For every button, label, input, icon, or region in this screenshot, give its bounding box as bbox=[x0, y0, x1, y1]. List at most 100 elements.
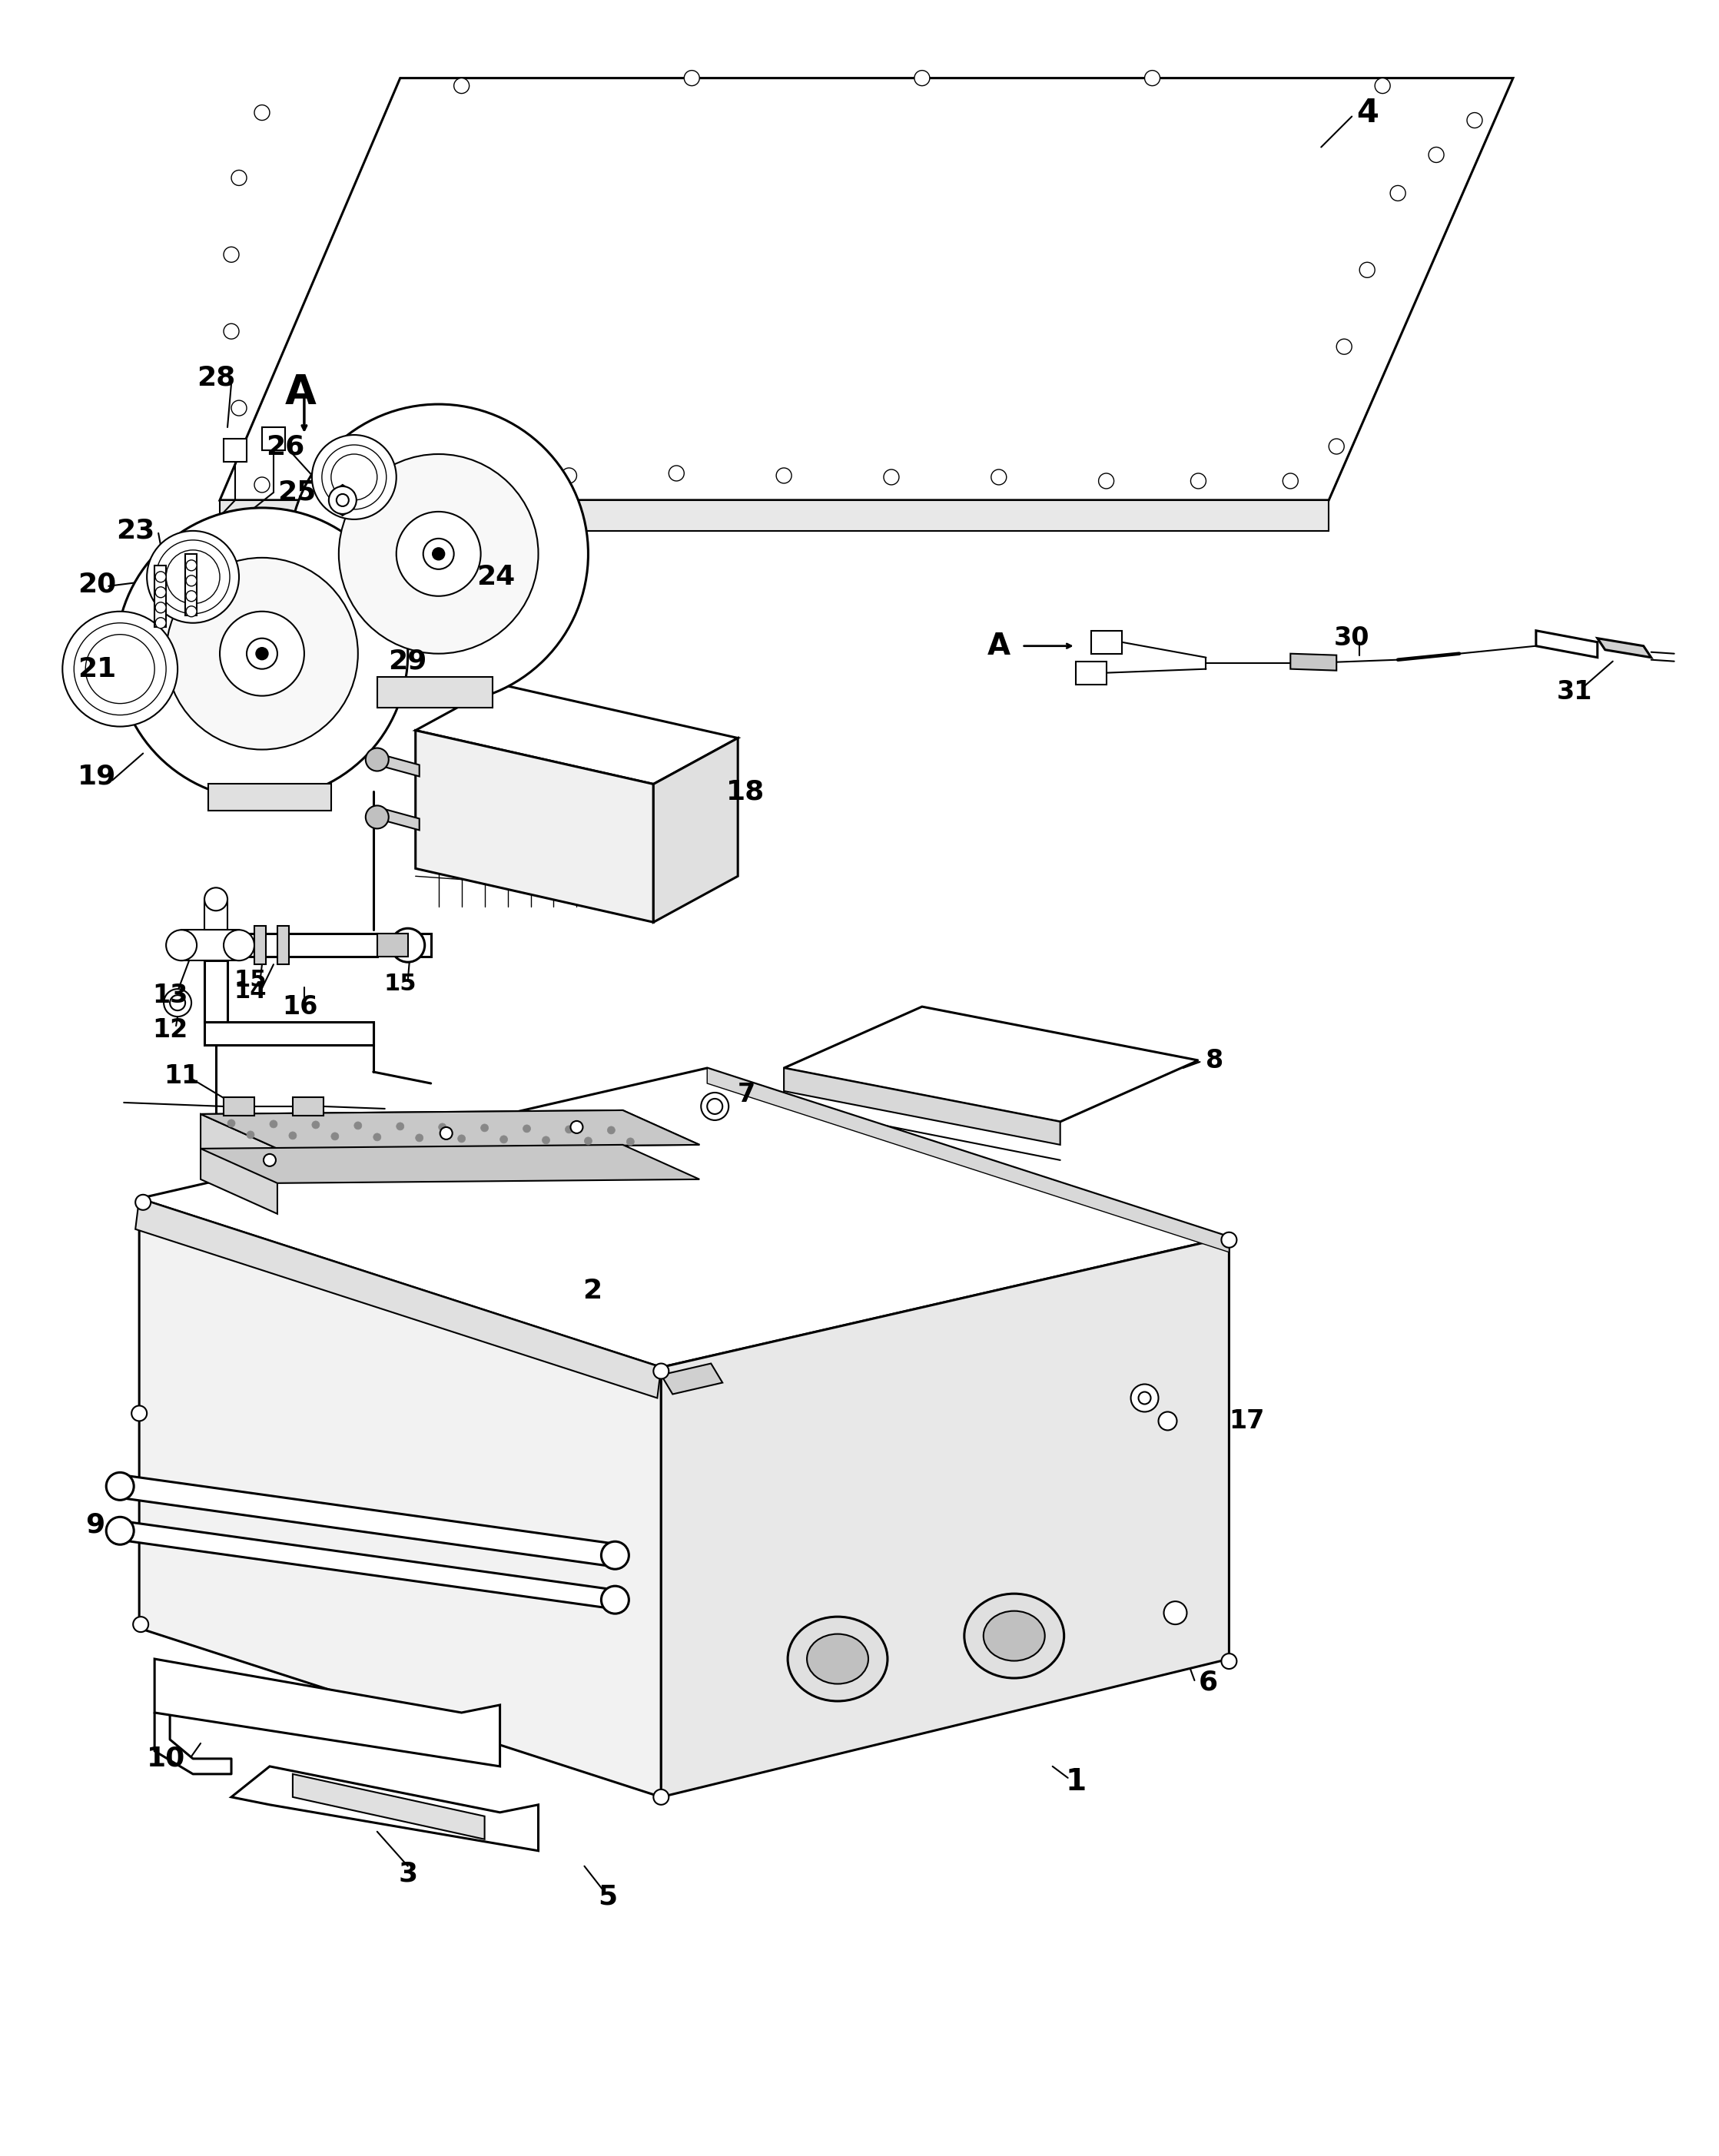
Circle shape bbox=[1329, 440, 1344, 455]
Circle shape bbox=[186, 591, 196, 602]
Polygon shape bbox=[139, 1199, 662, 1798]
Text: 28: 28 bbox=[196, 364, 236, 390]
Text: 15: 15 bbox=[383, 972, 416, 994]
Circle shape bbox=[146, 530, 239, 623]
Text: 9: 9 bbox=[86, 1511, 105, 1537]
Circle shape bbox=[438, 1123, 447, 1132]
Polygon shape bbox=[254, 927, 266, 964]
Circle shape bbox=[167, 558, 358, 750]
Text: 21: 21 bbox=[77, 655, 117, 681]
Polygon shape bbox=[136, 1199, 662, 1397]
Circle shape bbox=[227, 1119, 236, 1128]
Text: 18: 18 bbox=[725, 778, 765, 804]
Polygon shape bbox=[239, 934, 376, 957]
Circle shape bbox=[607, 1125, 615, 1134]
Polygon shape bbox=[416, 731, 653, 923]
Circle shape bbox=[246, 1132, 254, 1138]
Circle shape bbox=[626, 1138, 634, 1145]
Polygon shape bbox=[1537, 630, 1597, 658]
Circle shape bbox=[584, 1136, 591, 1145]
Ellipse shape bbox=[983, 1611, 1045, 1660]
Circle shape bbox=[1131, 1384, 1159, 1412]
Text: 26: 26 bbox=[266, 433, 304, 459]
Circle shape bbox=[366, 748, 388, 772]
Polygon shape bbox=[120, 1520, 615, 1608]
Circle shape bbox=[337, 494, 349, 507]
Polygon shape bbox=[376, 752, 419, 776]
Circle shape bbox=[1336, 338, 1351, 354]
Circle shape bbox=[457, 1134, 466, 1143]
Circle shape bbox=[136, 1194, 151, 1210]
Circle shape bbox=[107, 1473, 134, 1501]
Circle shape bbox=[397, 1123, 404, 1130]
Circle shape bbox=[602, 1542, 629, 1570]
Circle shape bbox=[440, 1128, 452, 1138]
Circle shape bbox=[1428, 147, 1444, 162]
Circle shape bbox=[155, 617, 167, 627]
Polygon shape bbox=[220, 78, 1513, 500]
Circle shape bbox=[571, 1121, 583, 1134]
Circle shape bbox=[246, 638, 277, 668]
Circle shape bbox=[332, 1132, 339, 1141]
Circle shape bbox=[669, 466, 684, 481]
Circle shape bbox=[155, 571, 167, 582]
Text: 24: 24 bbox=[476, 565, 516, 591]
Polygon shape bbox=[208, 785, 332, 811]
Circle shape bbox=[454, 474, 469, 489]
Polygon shape bbox=[376, 934, 407, 957]
Ellipse shape bbox=[806, 1634, 868, 1684]
Circle shape bbox=[232, 170, 246, 185]
Polygon shape bbox=[205, 962, 227, 1022]
Circle shape bbox=[423, 539, 454, 569]
Polygon shape bbox=[416, 683, 737, 785]
Circle shape bbox=[500, 1136, 507, 1143]
Circle shape bbox=[416, 1134, 423, 1143]
Text: 30: 30 bbox=[1334, 625, 1370, 651]
Circle shape bbox=[481, 1123, 488, 1132]
Polygon shape bbox=[376, 677, 492, 707]
Circle shape bbox=[270, 1121, 277, 1128]
Circle shape bbox=[132, 1617, 148, 1632]
Text: 14: 14 bbox=[234, 981, 266, 1003]
Circle shape bbox=[311, 1121, 320, 1128]
Circle shape bbox=[1191, 474, 1207, 489]
Text: 7: 7 bbox=[737, 1082, 756, 1108]
Circle shape bbox=[186, 606, 196, 617]
Circle shape bbox=[915, 71, 930, 86]
Polygon shape bbox=[1291, 653, 1336, 671]
Text: 2: 2 bbox=[583, 1279, 602, 1304]
Circle shape bbox=[339, 455, 538, 653]
Circle shape bbox=[1145, 71, 1160, 86]
Circle shape bbox=[1222, 1654, 1236, 1669]
Text: 16: 16 bbox=[282, 994, 318, 1020]
Circle shape bbox=[1391, 185, 1406, 201]
Circle shape bbox=[132, 1406, 146, 1421]
Circle shape bbox=[1164, 1602, 1186, 1623]
Circle shape bbox=[186, 561, 196, 571]
Text: 8: 8 bbox=[1207, 1048, 1224, 1074]
Text: 19: 19 bbox=[77, 763, 117, 789]
Circle shape bbox=[107, 1518, 134, 1544]
Circle shape bbox=[707, 1100, 722, 1115]
Circle shape bbox=[454, 78, 469, 93]
Polygon shape bbox=[292, 1097, 323, 1115]
Text: 31: 31 bbox=[1557, 679, 1592, 705]
Polygon shape bbox=[205, 1022, 373, 1046]
Circle shape bbox=[289, 403, 588, 703]
Polygon shape bbox=[292, 1774, 485, 1839]
Polygon shape bbox=[707, 1067, 1229, 1253]
Polygon shape bbox=[261, 427, 285, 451]
Polygon shape bbox=[223, 440, 246, 461]
Text: 29: 29 bbox=[388, 649, 428, 675]
Polygon shape bbox=[784, 1007, 1198, 1121]
Circle shape bbox=[205, 888, 227, 910]
Polygon shape bbox=[155, 1658, 500, 1766]
Circle shape bbox=[186, 576, 196, 586]
Polygon shape bbox=[232, 1766, 538, 1850]
Polygon shape bbox=[139, 1067, 1229, 1367]
Circle shape bbox=[390, 929, 425, 962]
Circle shape bbox=[1098, 474, 1114, 489]
Circle shape bbox=[684, 71, 700, 86]
Circle shape bbox=[701, 1093, 729, 1121]
Polygon shape bbox=[201, 1110, 700, 1149]
